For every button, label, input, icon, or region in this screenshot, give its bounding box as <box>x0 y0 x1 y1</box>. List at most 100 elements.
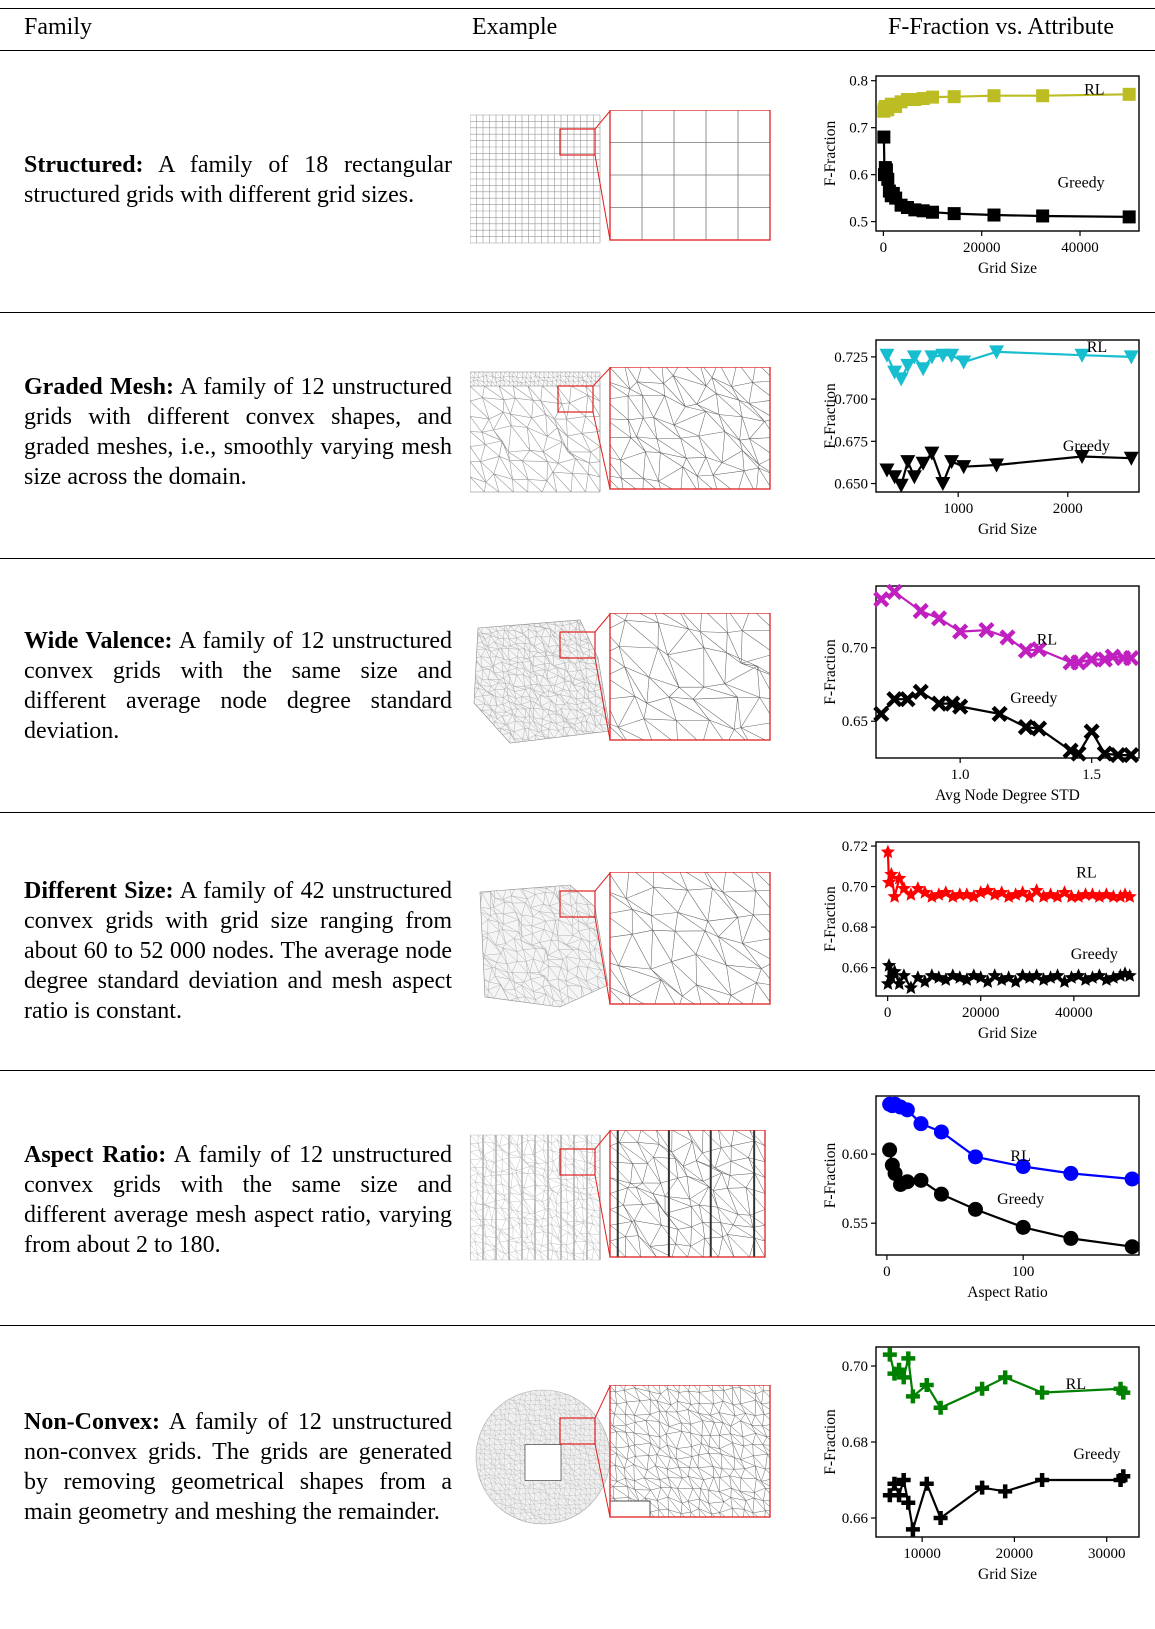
data-point <box>906 470 922 485</box>
fraction-chart: 0.55 0.60 0 100 Aspect Ratio F-Fraction RL Gree… <box>820 1088 1155 1307</box>
x-tick-label: 40000 <box>1061 240 1099 256</box>
series-greedy <box>873 683 1140 764</box>
data-point <box>1117 966 1133 980</box>
x-tick-label: 1.0 <box>951 767 970 783</box>
data-point <box>933 1124 949 1140</box>
data-point <box>956 355 972 370</box>
series-rl <box>877 87 1136 118</box>
data-point <box>1015 885 1030 899</box>
table-row: Aspect Ratio: A family of 12 unstruc­tur… <box>0 1070 1155 1325</box>
series-label-rl: RL <box>1037 631 1057 648</box>
series-label-rl: RL <box>1084 82 1104 99</box>
x-axis-label: Grid Size <box>978 1025 1037 1042</box>
data-point <box>1123 451 1139 466</box>
data-point <box>931 610 948 627</box>
x-axis-label: Avg Node Degree STD <box>935 787 1080 804</box>
data-point <box>1116 1469 1131 1484</box>
data-point <box>892 871 907 885</box>
data-point <box>1008 974 1023 988</box>
data-point <box>1083 723 1100 740</box>
header-chart: F-Fraction vs. Attribute <box>888 14 1114 40</box>
x-tick-label: 40000 <box>1055 1005 1093 1021</box>
data-point <box>1050 889 1065 903</box>
data-point <box>1015 1219 1031 1235</box>
data-point <box>887 1165 903 1181</box>
family-description: Aspect Ratio: A family of 12 unstruc­tur… <box>24 1140 452 1260</box>
y-tick-label: 0.70 <box>842 880 868 896</box>
mesh-zoom-inset <box>609 612 771 741</box>
mesh-overview <box>469 1134 601 1261</box>
data-point <box>1050 968 1065 982</box>
data-point <box>1030 641 1048 658</box>
x-axis-label: Grid Size <box>978 1566 1037 1583</box>
zoom-selection <box>557 385 594 413</box>
family-text: A family of 12 unstruc­tured convex grid… <box>24 1142 452 1258</box>
data-point <box>999 629 1016 646</box>
mesh-figure <box>469 366 771 493</box>
row-divider <box>0 1070 1155 1071</box>
plot-frame <box>875 339 1140 493</box>
table-row: Graded Mesh: A family of 12 unstruc­ture… <box>0 312 1155 558</box>
data-point <box>881 172 895 186</box>
data-point <box>926 90 940 104</box>
data-point <box>924 446 940 461</box>
x-tick-label: 20000 <box>962 1005 1000 1021</box>
example-mesh <box>469 1129 795 1265</box>
fraction-chart: 0.66 0.68 0.70 10000 20000 30000 Grid Size F-Fr… <box>820 1339 1155 1589</box>
family-text: A family of 12 unstruc­tured convex grid… <box>24 628 452 744</box>
data-point <box>903 980 918 994</box>
y-axis-label: F-Fraction <box>822 1143 839 1209</box>
data-point <box>1122 210 1136 224</box>
data-point <box>919 1378 934 1392</box>
data-point <box>879 463 895 478</box>
y-axis-label: F-Fraction <box>822 1409 839 1475</box>
data-point <box>892 1488 907 1503</box>
zoom-selection <box>559 128 596 156</box>
fraction-chart: 0.5 0.6 0.7 0.8 0 20000 40000 Grid Size F-Fracti… <box>820 68 1155 283</box>
data-point <box>1070 654 1087 671</box>
y-tick-label: 0.725 <box>834 350 868 366</box>
y-tick-label: 0.70 <box>842 1359 868 1375</box>
y-tick-label: 0.650 <box>834 477 868 493</box>
series-label-rl: RL <box>1010 1148 1030 1165</box>
data-point <box>893 478 909 493</box>
series-greedy <box>877 130 1136 224</box>
y-tick-label: 0.72 <box>842 839 868 855</box>
data-point <box>886 691 903 708</box>
data-point <box>1083 651 1100 668</box>
y-axis-label: F-Fraction <box>822 886 839 952</box>
data-point <box>966 889 981 903</box>
data-point <box>973 885 988 899</box>
data-point <box>952 623 969 640</box>
plot-frame <box>875 585 1140 759</box>
data-point <box>912 602 929 620</box>
data-point <box>1017 719 1034 736</box>
data-point <box>924 350 940 365</box>
data-point <box>906 350 922 365</box>
data-point <box>1092 889 1107 903</box>
mesh-overview <box>469 371 601 493</box>
data-point <box>926 205 940 219</box>
family-name: Structured: <box>24 152 144 178</box>
mesh-overview <box>473 619 611 744</box>
family-name: Non-Convex: <box>24 1409 160 1435</box>
data-point <box>1057 885 1072 899</box>
data-point <box>899 691 916 708</box>
data-point <box>881 875 897 889</box>
data-point <box>1017 642 1034 659</box>
data-point <box>938 972 953 986</box>
y-tick-label: 0.68 <box>842 1435 868 1451</box>
y-tick-label: 0.7 <box>849 121 868 137</box>
chart-svg: 0.55 0.60 0 100 Aspect Ratio F-Fraction RL Gree… <box>822 1095 1140 1301</box>
table-row: Non-Convex: A family of 12 unstruc­tured… <box>0 1325 1155 1629</box>
data-point <box>1022 889 1037 903</box>
family-description: Wide Valence: A family of 12 unstruc­tur… <box>24 626 452 746</box>
top-rule <box>0 8 1155 9</box>
data-point <box>1123 350 1139 365</box>
series-line <box>889 1103 1133 1181</box>
data-point <box>1074 450 1090 465</box>
data-point <box>1092 968 1107 982</box>
data-point <box>887 889 902 903</box>
series-greedy <box>880 958 1137 994</box>
x-tick-label: 0 <box>883 1264 891 1280</box>
